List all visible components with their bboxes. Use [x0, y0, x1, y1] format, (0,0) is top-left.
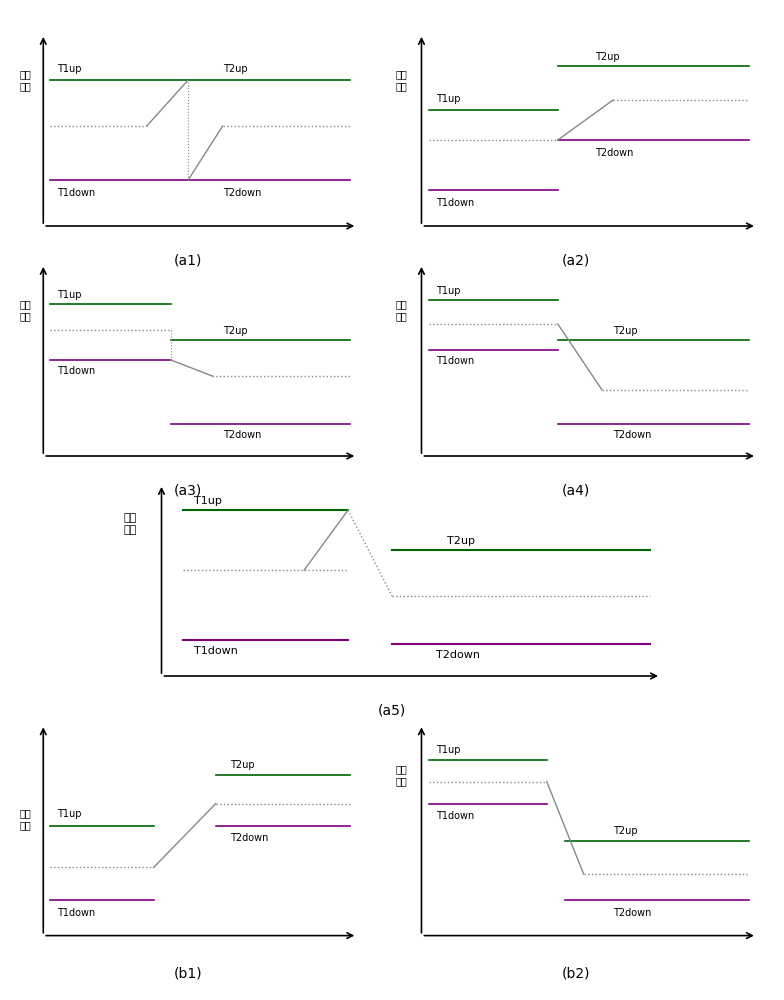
Text: T1up: T1up — [57, 64, 82, 74]
Text: 目标
温度: 目标 温度 — [123, 513, 136, 535]
Text: T1down: T1down — [436, 811, 474, 821]
Text: (a1): (a1) — [174, 254, 202, 268]
Text: T2up: T2up — [223, 64, 247, 74]
Text: T1down: T1down — [436, 198, 474, 208]
Text: T2down: T2down — [223, 188, 261, 198]
Text: T1up: T1up — [436, 745, 461, 755]
Text: T1up: T1up — [57, 290, 82, 300]
Text: T1down: T1down — [57, 188, 96, 198]
Text: 目标
温度: 目标 温度 — [396, 299, 408, 321]
Text: T1up: T1up — [436, 94, 461, 104]
Text: 目标
温度: 目标 温度 — [396, 69, 408, 91]
Text: 目标
温度: 目标 温度 — [19, 808, 31, 830]
Text: (a2): (a2) — [562, 254, 590, 268]
Text: (a5): (a5) — [378, 704, 406, 718]
Text: T2down: T2down — [436, 650, 480, 660]
Text: T2up: T2up — [223, 326, 247, 336]
Text: T2up: T2up — [594, 52, 619, 62]
Text: T2up: T2up — [613, 826, 637, 836]
Text: (b1): (b1) — [174, 966, 202, 980]
Text: T1down: T1down — [436, 356, 474, 366]
Text: T1up: T1up — [436, 286, 461, 296]
Text: T1up: T1up — [194, 496, 223, 506]
Text: T2up: T2up — [447, 536, 475, 546]
Text: T1up: T1up — [57, 809, 82, 819]
Text: (a4): (a4) — [562, 484, 590, 498]
Text: T2up: T2up — [613, 326, 637, 336]
Text: T2down: T2down — [223, 430, 261, 440]
Text: 目标
温度: 目标 温度 — [19, 299, 31, 321]
Text: T2down: T2down — [613, 908, 652, 918]
Text: T2down: T2down — [230, 833, 268, 843]
Text: T2down: T2down — [594, 148, 633, 158]
Text: T2down: T2down — [613, 430, 652, 440]
Text: T2up: T2up — [230, 760, 254, 770]
Text: (a3): (a3) — [174, 484, 202, 498]
Text: (b2): (b2) — [562, 966, 590, 980]
Text: T1down: T1down — [57, 908, 96, 918]
Text: 目标
温度: 目标 温度 — [19, 69, 31, 91]
Text: 目标
温度: 目标 温度 — [396, 764, 408, 786]
Text: T1down: T1down — [194, 646, 238, 656]
Text: T1down: T1down — [57, 366, 96, 376]
